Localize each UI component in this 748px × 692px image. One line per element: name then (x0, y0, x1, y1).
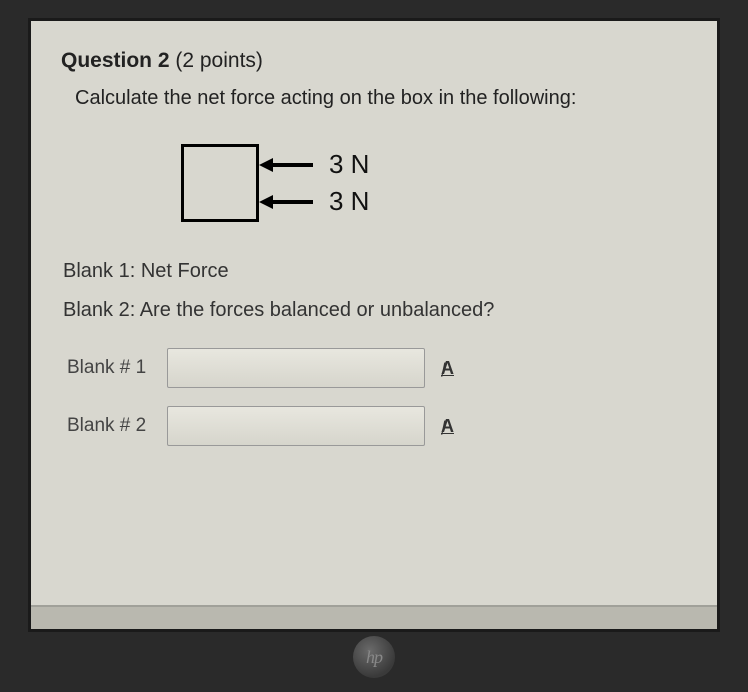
answer-label: Blank # 2 (67, 415, 167, 437)
quiz-screen: Question 2 (2 points) Calculate the net … (28, 18, 720, 632)
box-shape (181, 144, 259, 222)
blank2-description: Blank 2: Are the forces balanced or unba… (63, 299, 687, 322)
answer-row-1: Blank # 1 A⁄ (67, 348, 687, 388)
question-prompt: Calculate the net force acting on the bo… (75, 87, 687, 110)
spellcheck-icon[interactable]: A⁄ (441, 416, 454, 437)
force-label: 3 N (329, 149, 369, 180)
force-row: 3 N (259, 186, 369, 217)
screen-bottom-bar (31, 605, 717, 629)
force-row: 3 N (259, 149, 369, 180)
hp-logo: hp (353, 636, 395, 678)
answer-row-2: Blank # 2 A⁄ (67, 406, 687, 446)
arrow-left-icon (259, 156, 315, 174)
force-diagram: 3 N 3 N (181, 144, 687, 222)
force-list: 3 N 3 N (259, 149, 369, 217)
arrow-left-icon (259, 193, 315, 211)
blank1-input[interactable] (167, 348, 425, 388)
question-number: Question 2 (61, 49, 170, 72)
force-label: 3 N (329, 186, 369, 217)
blank1-description: Blank 1: Net Force (63, 260, 687, 283)
question-header: Question 2 (2 points) (61, 49, 687, 73)
spellcheck-icon[interactable]: A⁄ (441, 358, 454, 379)
blank2-input[interactable] (167, 406, 425, 446)
question-points: (2 points) (175, 49, 263, 72)
answer-label: Blank # 1 (67, 357, 167, 379)
